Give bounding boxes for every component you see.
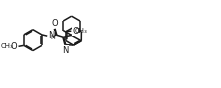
Text: N: N bbox=[48, 31, 55, 40]
Text: CH₃: CH₃ bbox=[1, 43, 13, 49]
Text: O: O bbox=[72, 27, 79, 36]
Text: CH₃: CH₃ bbox=[74, 28, 87, 34]
Text: H: H bbox=[50, 35, 55, 40]
Text: O: O bbox=[51, 19, 58, 28]
Text: N: N bbox=[62, 46, 68, 55]
Text: O: O bbox=[11, 42, 17, 51]
